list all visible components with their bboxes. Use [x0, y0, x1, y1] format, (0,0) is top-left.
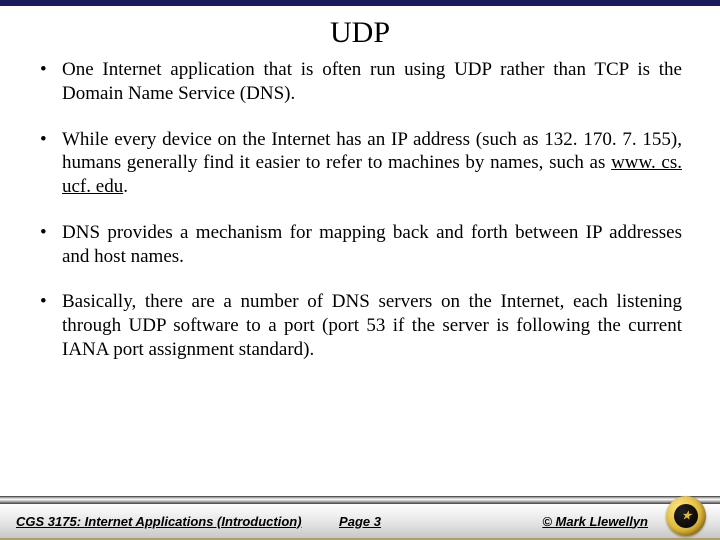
bullet-text: Basically, there are a number of DNS ser… [62, 291, 682, 360]
footer-page: Page 3 [339, 514, 381, 529]
bullet-list: One Internet application that is often r… [38, 58, 682, 362]
bullet-text-prefix: While every device on the Internet has a… [62, 129, 682, 174]
footer-bar: CGS 3175: Internet Applications (Introdu… [0, 504, 720, 540]
bullet-text: One Internet application that is often r… [62, 59, 682, 104]
slide-content: One Internet application that is often r… [0, 58, 720, 362]
bullet-text-suffix: . [123, 176, 128, 197]
footer: CGS 3175: Internet Applications (Introdu… [0, 496, 720, 540]
bullet-item: DNS provides a mechanism for mapping bac… [38, 221, 682, 269]
bullet-item: One Internet application that is often r… [38, 58, 682, 106]
ucf-logo: ★ [666, 496, 706, 536]
bullet-item: Basically, there are a number of DNS ser… [38, 290, 682, 361]
logo-star-icon: ★ [682, 511, 691, 522]
footer-copyright: © Mark Llewellyn [542, 514, 648, 529]
bullet-text: DNS provides a mechanism for mapping bac… [62, 222, 682, 267]
top-accent-bar [0, 0, 720, 6]
footer-ridge [0, 496, 720, 504]
bullet-item: While every device on the Internet has a… [38, 128, 682, 199]
footer-course: CGS 3175: Internet Applications (Introdu… [0, 514, 302, 529]
slide-title: UDP [0, 16, 720, 50]
